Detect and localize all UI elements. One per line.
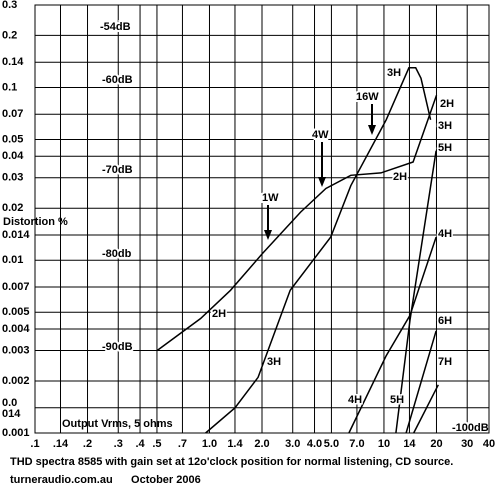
series-line xyxy=(348,236,437,434)
series-label: 4H xyxy=(438,228,452,240)
y-tick-label: 0.01 xyxy=(2,254,23,266)
y-tick-label: 0.004 xyxy=(2,323,30,335)
x-tick-label: 10 xyxy=(378,438,390,450)
y-tick-label: 0.3 xyxy=(2,0,17,11)
x-tick-label: 14 xyxy=(403,438,416,450)
x-tick-label: .1 xyxy=(30,438,39,450)
y-tick-label: 0.005 xyxy=(2,306,30,318)
series-line xyxy=(405,330,437,434)
annotation: -54dB xyxy=(100,21,131,33)
x-tick-label: .5 xyxy=(152,438,161,450)
series-label: 3H xyxy=(438,120,452,132)
y-tick-label: 0.002 xyxy=(2,375,30,387)
series-label: 6H xyxy=(438,315,452,327)
x-tick-label: 20 xyxy=(430,438,442,450)
x-tick-label: 40 xyxy=(483,438,495,450)
y-tick-label: 0.02 xyxy=(2,202,23,214)
y-tick-label: 0.05 xyxy=(2,133,23,145)
x-tick-label: 1.4 xyxy=(227,438,243,450)
x-tick-label: 30 xyxy=(461,438,473,450)
series-line xyxy=(156,95,438,352)
series-label: 3H xyxy=(387,67,401,79)
x-tick-label: 4.0 xyxy=(307,438,322,450)
x-tick-label: 5.0 xyxy=(324,438,339,450)
y-tick-label: 0.03 xyxy=(2,172,23,184)
plot-frame xyxy=(34,4,490,434)
x-tick-label: .4 xyxy=(135,438,145,450)
y-tick-label: 0.07 xyxy=(2,108,23,120)
x-tick-label: .2 xyxy=(83,438,92,450)
series-line xyxy=(395,150,437,434)
y-tick-label: 0.007 xyxy=(2,281,30,293)
series-label: 7H xyxy=(438,356,452,368)
series-line xyxy=(413,384,439,434)
y-tick-label: 0.2 xyxy=(2,29,17,41)
annotation: -80db xyxy=(102,248,132,260)
series-label: 4H xyxy=(348,394,362,406)
y-tick-label: 0.0 014 xyxy=(2,397,21,420)
x-axis-label: Output Vrms, 5 ohms xyxy=(62,418,173,430)
x-tick-label: 3.0 xyxy=(285,438,300,450)
y-tick-label: 0.014 xyxy=(2,229,30,241)
annotation: -100dB xyxy=(452,422,489,434)
y-tick-label: 0.04 xyxy=(2,150,24,162)
series-label: 5H xyxy=(438,142,452,154)
x-tick-label: 7.0 xyxy=(349,438,364,450)
series-label: 2H xyxy=(393,171,407,183)
y-tick-label: 0.14 xyxy=(2,56,24,68)
annotation: -60dB xyxy=(102,74,133,86)
series-label: 5H xyxy=(390,394,404,406)
annotation: -90dB xyxy=(102,341,133,353)
x-tick-label: .3 xyxy=(114,438,123,450)
annotation: -70dB xyxy=(102,164,133,176)
annotation: 4W xyxy=(312,129,329,141)
annotation: 16W xyxy=(356,91,379,103)
x-tick-label: .14 xyxy=(53,438,69,450)
y-tick-label: 0.1 xyxy=(2,81,17,93)
series-line xyxy=(205,67,432,434)
series-label: 2H xyxy=(212,308,226,320)
x-tick-label: .7 xyxy=(178,438,187,450)
arrow-head xyxy=(318,177,326,187)
caption: THD spectra 8585 with gain set at 12o'cl… xyxy=(10,456,453,468)
y-tick-label: 0.001 xyxy=(2,427,30,439)
x-tick-label: 1.0 xyxy=(202,438,217,450)
arrow-head xyxy=(368,125,376,135)
arrow-head xyxy=(264,230,272,240)
series-label: 2H xyxy=(440,98,454,110)
x-tick-label: 2.0 xyxy=(254,438,269,450)
y-tick-label: 0.003 xyxy=(2,344,30,356)
annotation: 1W xyxy=(262,192,279,204)
footer: turneraudio.com.au October 2006 xyxy=(10,474,201,486)
series-label: 3H xyxy=(267,356,281,368)
